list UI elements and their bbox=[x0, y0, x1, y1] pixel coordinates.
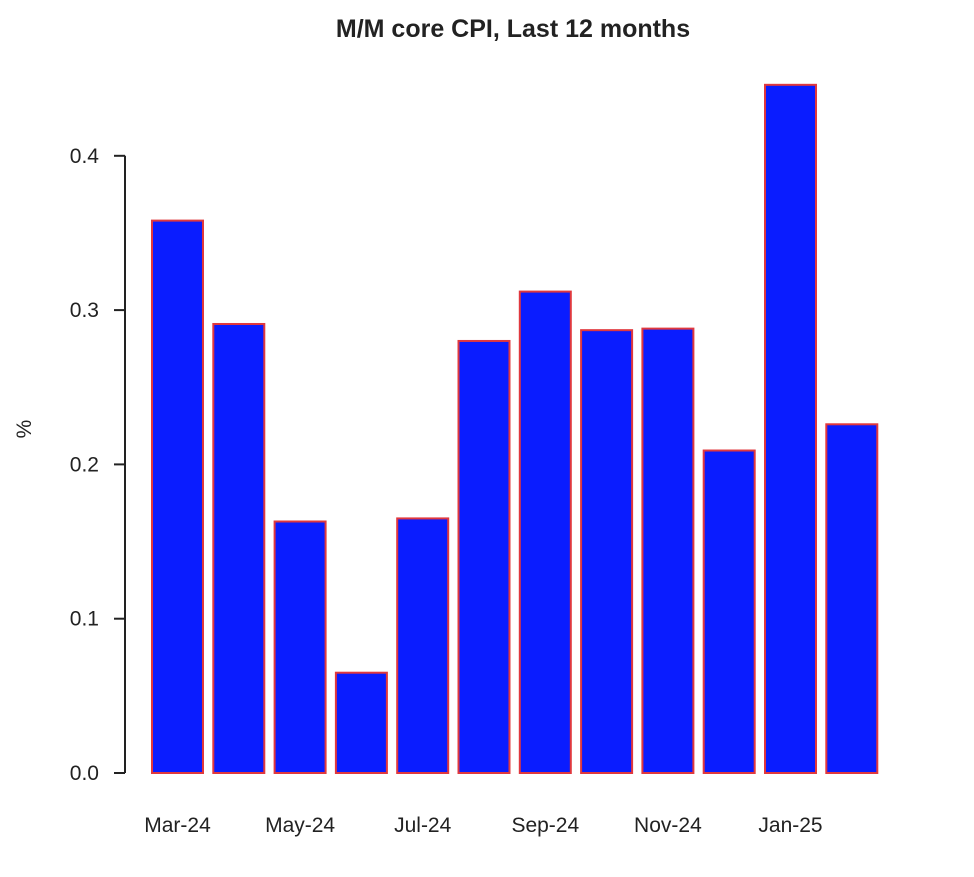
bar-jun-24 bbox=[334, 671, 388, 775]
bar-mar-24 bbox=[151, 219, 204, 774]
x-tick-label: Mar-24 bbox=[144, 814, 211, 837]
bar-feb-25 bbox=[825, 423, 879, 774]
x-tick-label: Jul-24 bbox=[394, 814, 452, 837]
bar-apr-24 bbox=[212, 322, 266, 774]
y-tick-label: 0.3 bbox=[70, 299, 99, 322]
y-tick-label: 0.0 bbox=[70, 762, 99, 785]
x-axis: Mar-24 May-24 Jul-24 Sep-24 Nov-24 Jan-25 bbox=[144, 814, 822, 837]
x-tick-label: Sep-24 bbox=[511, 814, 579, 837]
y-axis: 0.0 0.1 0.2 0.3 0.4 bbox=[70, 145, 126, 785]
chart-title: M/M core CPI, Last 12 months bbox=[336, 15, 690, 43]
bar-aug-24 bbox=[457, 339, 511, 774]
y-axis-label: % bbox=[13, 420, 36, 439]
x-tick-label: Jan-25 bbox=[758, 814, 822, 837]
y-tick-label: 0.2 bbox=[70, 453, 99, 476]
bar-dec-24 bbox=[702, 449, 756, 774]
bars bbox=[151, 83, 879, 775]
x-tick-label: May-24 bbox=[265, 814, 335, 837]
bar-nov-24 bbox=[641, 327, 695, 774]
x-tick-label: Nov-24 bbox=[634, 814, 702, 837]
bar-may-24 bbox=[273, 520, 327, 775]
y-tick-label: 0.1 bbox=[70, 608, 99, 631]
bar-sep-24 bbox=[518, 290, 572, 774]
y-tick-label: 0.4 bbox=[70, 145, 100, 168]
bar-jan-25 bbox=[764, 83, 817, 774]
bar-jul-24 bbox=[396, 517, 450, 775]
bar-oct-24 bbox=[580, 329, 634, 774]
